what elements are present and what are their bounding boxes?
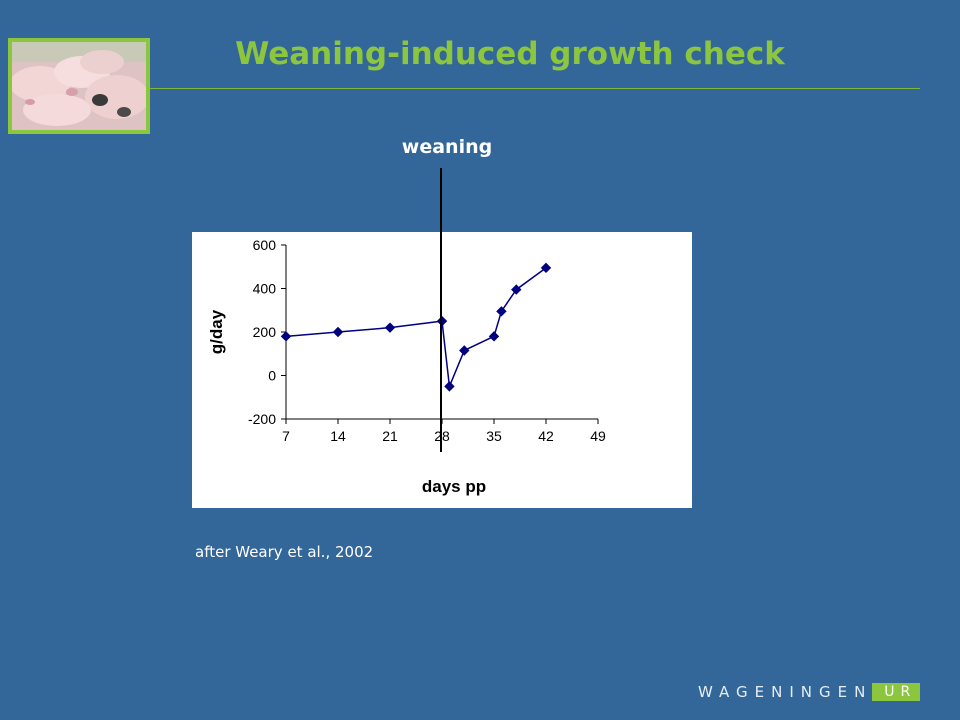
x-tick-label: 14 bbox=[330, 428, 346, 444]
series-layer bbox=[280, 262, 552, 392]
y-tick-label: 0 bbox=[268, 368, 276, 384]
data-point bbox=[540, 262, 552, 274]
title-divider bbox=[150, 88, 920, 89]
x-tick-label: 49 bbox=[590, 428, 606, 444]
x-axis-ticks: 7 14 21 28 35 42 49 bbox=[282, 419, 606, 444]
x-tick-label: 42 bbox=[538, 428, 554, 444]
y-tick-label: -200 bbox=[248, 411, 276, 427]
data-point bbox=[459, 345, 470, 356]
weaning-label: weaning bbox=[401, 136, 493, 158]
y-tick-label: 200 bbox=[253, 324, 277, 340]
x-tick-label: 21 bbox=[382, 428, 398, 444]
source-citation: after Weary et al., 2002 bbox=[195, 543, 374, 561]
data-point bbox=[280, 331, 292, 342]
weaning-marker-line bbox=[440, 168, 442, 452]
x-tick-label: 28 bbox=[434, 428, 450, 444]
data-point bbox=[511, 284, 522, 295]
data-point bbox=[384, 322, 396, 333]
x-tick-label: 35 bbox=[486, 428, 502, 444]
piglets-photo bbox=[8, 38, 150, 134]
y-axis-ticks: -200 0 200 400 600 bbox=[248, 237, 286, 427]
data-point bbox=[496, 306, 507, 317]
y-tick-label: 400 bbox=[253, 281, 277, 297]
growth-chart: -200 0 200 400 600 7 14 21 28 35 42 49 g/day days … bbox=[207, 237, 606, 496]
data-point bbox=[444, 381, 455, 392]
y-axis-label: g/day bbox=[207, 309, 226, 354]
piglets-image bbox=[12, 42, 146, 130]
chart-panel: -200 0 200 400 600 7 14 21 28 35 42 49 g/day days … bbox=[192, 232, 692, 508]
data-point bbox=[488, 331, 500, 342]
slide-title: Weaning-induced growth check bbox=[235, 36, 785, 72]
wageningen-ur-logo: WAGENINGEN UR bbox=[698, 683, 921, 701]
data-point bbox=[332, 326, 344, 338]
y-tick-label: 600 bbox=[253, 237, 277, 253]
data-point bbox=[436, 315, 448, 327]
x-tick-label: 7 bbox=[282, 428, 290, 444]
x-axis-label: days pp bbox=[422, 477, 486, 496]
series-line bbox=[285, 267, 547, 390]
logo-ur-badge: UR bbox=[872, 683, 921, 701]
logo-wordmark: WAGENINGEN bbox=[698, 683, 873, 701]
